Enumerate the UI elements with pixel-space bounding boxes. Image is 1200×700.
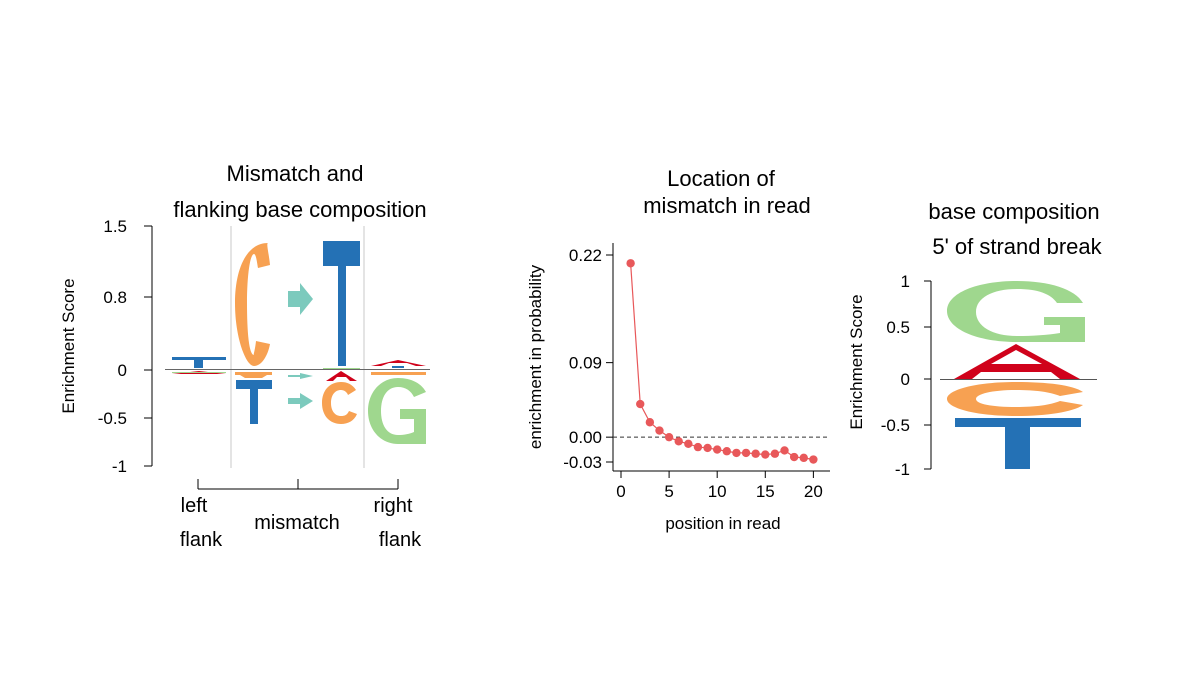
logo-letter-T-small: [392, 366, 404, 368]
middle-xtick-label: 10: [708, 482, 727, 501]
data-point: [684, 439, 693, 448]
data-point: [722, 447, 732, 456]
logo-letter-C: [235, 243, 270, 366]
logo-position-mismatch-ref: [235, 243, 272, 424]
logo-letter-A: [326, 371, 357, 381]
data-point: [693, 442, 703, 452]
middle-title-line2: mismatch in read: [643, 193, 811, 218]
left-title-line2: flanking base composition: [173, 197, 426, 222]
logo-letter-T: [955, 418, 1081, 469]
data-point: [799, 453, 808, 463]
right-ytick-label: -1: [895, 460, 910, 479]
logo-position-mismatch-read: [322, 241, 360, 424]
data-point: [664, 432, 674, 442]
middle-xtick-label: 5: [664, 482, 673, 501]
data-point: [761, 450, 770, 459]
data-point: [751, 449, 760, 458]
panel-strand-break-logo: base composition 5' of strand break 1 0.…: [847, 199, 1103, 479]
data-point: [789, 452, 799, 462]
data-point: [732, 448, 741, 458]
middle-title-line1: Location of: [667, 166, 776, 191]
group-label-mismatch: mismatch: [254, 512, 340, 534]
right-y-axis-label: Enrichment Score: [847, 294, 866, 429]
logo-letter-T: [172, 357, 226, 368]
group-label-right-flank: flank: [379, 529, 422, 551]
data-point: [712, 445, 722, 454]
data-point: [780, 446, 789, 455]
data-point: [636, 399, 645, 409]
transition-arrow-icon: [288, 393, 313, 409]
logo-letter-G-small: [323, 368, 360, 369]
data-point: [703, 443, 712, 453]
data-point: [741, 448, 751, 458]
right-title-line2: 5' of strand break: [932, 234, 1102, 259]
data-point: [626, 259, 635, 268]
logo-letter-G: [172, 372, 226, 373]
logo-letter-T: [323, 241, 360, 366]
panel-location-line-chart: Location of mismatch in read 0.22 0.09 0.0…: [526, 166, 830, 533]
group-label-right-flank: right: [374, 495, 413, 517]
middle-axis-ticks: 0.22 0.09 0.00 -0.03 0 5 10 15 20: [563, 246, 823, 501]
data-point: [770, 449, 780, 458]
logo-letter-C: [322, 382, 357, 424]
logo-letter-A: [371, 360, 426, 366]
logo-letter-C-small: [371, 372, 426, 375]
right-ytick-label: 1: [901, 272, 910, 291]
left-ytick-label: 1.5: [103, 217, 127, 236]
left-ytick-label: 0.8: [103, 288, 127, 307]
logo-letter-G: [947, 281, 1085, 342]
logo-position-right-flank: [368, 360, 426, 444]
middle-x-axis-label: position in read: [665, 514, 780, 533]
middle-xtick-label: 15: [756, 482, 775, 501]
transition-arrow-icon-small: [288, 373, 313, 379]
left-ytick-label: -1: [112, 457, 127, 476]
group-label-left-flank: left: [181, 495, 208, 517]
left-title-line1: Mismatch and: [227, 161, 364, 186]
logo-letter-C-small: [235, 372, 272, 378]
right-ytick-label: -0.5: [881, 416, 910, 435]
left-y-axis-label: Enrichment Score: [59, 278, 78, 413]
middle-xtick-label: 0: [616, 482, 625, 501]
logo-letter-A: [954, 344, 1080, 379]
middle-ytick-label: 0.00: [569, 428, 602, 447]
middle-ytick-label: 0.22: [569, 246, 602, 265]
right-title-line1: base composition: [928, 199, 1099, 224]
transition-arrow-icon: [288, 283, 313, 315]
right-ytick-label: 0: [901, 370, 910, 389]
middle-y-axis-label: enrichment in probability: [526, 264, 545, 449]
logo-position-left-flank: [172, 357, 226, 374]
right-ytick-label: 0.5: [886, 318, 910, 337]
series-points: [626, 259, 818, 464]
logo-letter-C: [947, 382, 1083, 416]
data-point: [674, 437, 683, 446]
data-point: [645, 418, 655, 427]
logo-letter-T: [236, 380, 272, 424]
group-label-left-flank: flank: [180, 529, 223, 551]
middle-ytick-label: 0.09: [569, 354, 602, 373]
data-point: [809, 455, 818, 464]
middle-xtick-label: 20: [804, 482, 823, 501]
middle-ytick-label: -0.03: [563, 453, 602, 472]
data-point: [655, 426, 664, 435]
panel-mismatch-logo: Mismatch and flanking base composition 1…: [59, 161, 430, 551]
left-ytick-label: -0.5: [98, 409, 127, 428]
logo-letter-G: [368, 378, 426, 444]
left-ytick-label: 0: [118, 361, 127, 380]
